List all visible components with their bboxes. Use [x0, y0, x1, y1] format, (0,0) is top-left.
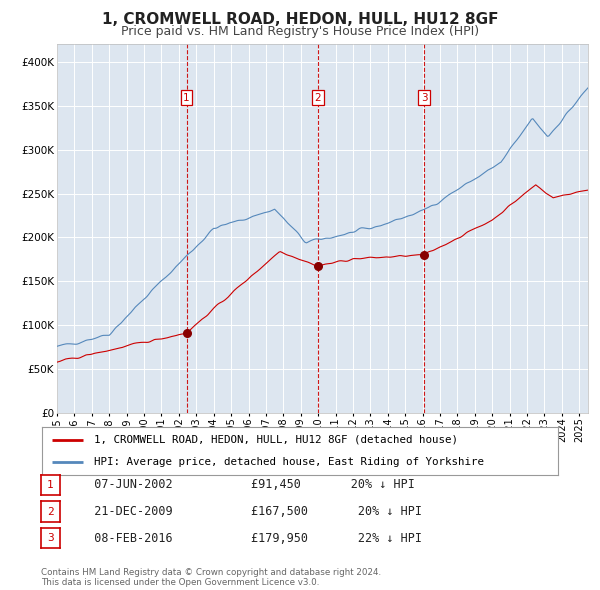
Text: 3: 3: [421, 93, 428, 103]
Text: 08-FEB-2016           £179,950       22% ↓ HPI: 08-FEB-2016 £179,950 22% ↓ HPI: [80, 532, 422, 545]
Text: 2: 2: [314, 93, 321, 103]
Text: HPI: Average price, detached house, East Riding of Yorkshire: HPI: Average price, detached house, East…: [94, 457, 484, 467]
Text: This data is licensed under the Open Government Licence v3.0.: This data is licensed under the Open Gov…: [41, 578, 319, 587]
Text: 2: 2: [47, 507, 54, 516]
Text: 1: 1: [47, 480, 54, 490]
Text: 3: 3: [47, 533, 54, 543]
Text: Contains HM Land Registry data © Crown copyright and database right 2024.: Contains HM Land Registry data © Crown c…: [41, 568, 381, 577]
Text: 1, CROMWELL ROAD, HEDON, HULL, HU12 8GF: 1, CROMWELL ROAD, HEDON, HULL, HU12 8GF: [102, 12, 498, 27]
Text: 07-JUN-2002           £91,450       20% ↓ HPI: 07-JUN-2002 £91,450 20% ↓ HPI: [80, 478, 415, 491]
Text: Price paid vs. HM Land Registry's House Price Index (HPI): Price paid vs. HM Land Registry's House …: [121, 25, 479, 38]
Text: 1: 1: [183, 93, 190, 103]
Text: 21-DEC-2009           £167,500       20% ↓ HPI: 21-DEC-2009 £167,500 20% ↓ HPI: [80, 505, 422, 518]
Text: 1, CROMWELL ROAD, HEDON, HULL, HU12 8GF (detached house): 1, CROMWELL ROAD, HEDON, HULL, HU12 8GF …: [94, 435, 458, 445]
